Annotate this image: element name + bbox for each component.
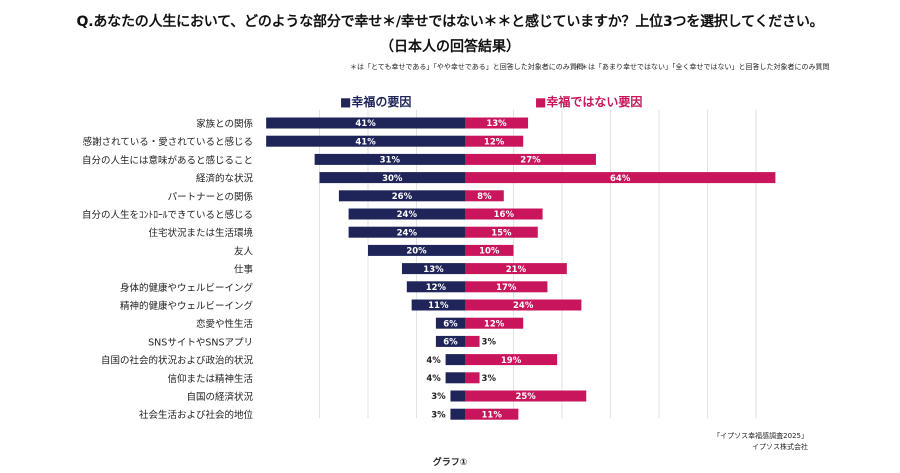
data-label-positive: 41%	[355, 137, 376, 147]
category-label: 自分の人生をｺﾝﾄﾛｰﾙできていると感じる	[82, 209, 253, 221]
category-label: 信仰または精神生活	[167, 373, 253, 385]
category-label: 仕事	[234, 264, 254, 276]
bar-positive	[338, 190, 465, 202]
bar-negative	[465, 354, 558, 366]
bar-positive	[348, 208, 465, 220]
bar-positive	[435, 335, 465, 347]
data-label-negative: 11%	[481, 410, 502, 420]
data-label-negative: 3%	[482, 374, 497, 384]
data-label-negative: 3%	[482, 338, 497, 348]
category-label: 家族との関係	[196, 118, 253, 130]
data-label-negative: 27%	[520, 156, 541, 166]
data-label-negative: 10%	[479, 247, 500, 257]
data-label-positive: 3%	[431, 410, 446, 420]
bar-negative	[465, 153, 596, 165]
bar-negative	[465, 372, 480, 384]
data-label-positive: 24%	[397, 228, 418, 238]
bar-negative	[465, 317, 524, 329]
category-label: 経済的な状況	[196, 173, 254, 185]
bar-positive	[450, 408, 465, 420]
data-label-positive: 30%	[382, 174, 403, 184]
source-line-2: イプソス株式会社	[752, 443, 808, 451]
data-label-positive: 12%	[426, 283, 447, 293]
bar-positive	[445, 354, 465, 366]
data-label-negative: 12%	[484, 319, 505, 329]
category-label: 友人	[234, 245, 254, 257]
category-label: 感謝されている・愛されていると感じる	[83, 136, 253, 148]
bar-negative	[465, 408, 519, 420]
data-label-positive: 6%	[443, 319, 458, 329]
data-label-positive: 26%	[392, 192, 413, 202]
bar-positive	[266, 117, 465, 129]
data-label-negative: 17%	[496, 283, 517, 293]
data-label-negative: 13%	[486, 119, 507, 129]
data-label-negative: 24%	[513, 301, 534, 311]
bar-positive	[314, 153, 465, 165]
bar-negative	[465, 172, 776, 184]
data-label-negative: 8%	[477, 192, 492, 202]
category-label: 恋愛や性生活	[196, 318, 254, 330]
bar-positive	[266, 135, 465, 147]
bar-negative	[465, 335, 480, 347]
bar-negative	[465, 208, 543, 220]
data-label-positive: 11%	[428, 301, 449, 311]
data-label-positive: 31%	[380, 156, 401, 166]
data-label-positive: 6%	[443, 338, 458, 348]
data-label-positive: 41%	[355, 119, 376, 129]
data-label-positive: 4%	[426, 374, 441, 384]
note-positive: ＊は「とても幸せである」「やや幸せである」と回答した対象者にのみ質問	[350, 63, 584, 71]
category-label: 自国の経済状況	[186, 391, 253, 403]
bar-negative	[465, 263, 567, 275]
category-label: 精神的健康やウェルビーイング	[120, 300, 254, 312]
bar-negative	[465, 226, 538, 238]
bar-positive	[435, 317, 465, 329]
bar-negative	[465, 244, 514, 256]
legend-positive: ■幸福の要因	[340, 95, 412, 109]
bar-positive	[411, 299, 465, 311]
data-label-positive: 4%	[426, 356, 441, 366]
bar-negative	[465, 190, 504, 202]
bar-negative	[465, 281, 548, 293]
bar-negative	[465, 135, 524, 147]
bar-positive	[401, 263, 465, 275]
bar-positive	[319, 172, 465, 184]
chart-title: Q.あなたの人生において、どのような部分で幸せ＊/幸せではない＊＊と感じています…	[76, 14, 824, 30]
bar-negative	[465, 390, 587, 402]
data-label-negative: 21%	[506, 265, 527, 275]
data-label-positive: 13%	[423, 265, 444, 275]
bar-negative	[465, 117, 529, 129]
data-label-negative: 16%	[494, 210, 515, 220]
data-label-negative: 15%	[491, 228, 512, 238]
data-label-positive: 20%	[406, 247, 427, 257]
category-label: 自国の社会的状況および政治的状況	[101, 355, 254, 367]
category-label: 身体的健康やウェルビーイング	[120, 282, 254, 294]
chart-subtitle: （日本人の回答結果）	[380, 39, 520, 55]
category-label: 住宅状況または生活環境	[148, 227, 253, 239]
bar-positive	[406, 281, 465, 293]
bar-negative	[465, 299, 582, 311]
data-label-positive: 24%	[397, 210, 418, 220]
bar-positive	[368, 244, 465, 256]
source-line-1: 「イプソス幸福感調査2025」	[713, 432, 808, 440]
category-label: 自分の人生には意味があると感じること	[82, 154, 253, 166]
graph-caption: グラフ①	[432, 458, 468, 468]
data-label-negative: 64%	[610, 174, 631, 184]
category-label: SNSサイトやSNSアプリ	[148, 337, 253, 348]
data-label-negative: 12%	[484, 137, 505, 147]
bar-positive	[348, 226, 465, 238]
data-label-negative: 19%	[501, 356, 522, 366]
data-label-negative: 25%	[515, 392, 536, 402]
category-label: 社会生活および社会的地位	[139, 409, 254, 421]
bar-positive	[445, 372, 465, 384]
data-label-positive: 3%	[431, 392, 446, 402]
note-negative: ＊＊は「あまり幸せではない」「全く幸せではない」と回答した対象者にのみ質問	[574, 63, 830, 71]
bar-positive	[450, 390, 465, 402]
legend-negative: ■幸福ではない要因	[535, 95, 643, 109]
category-label: パートナーとの関係	[168, 192, 254, 203]
